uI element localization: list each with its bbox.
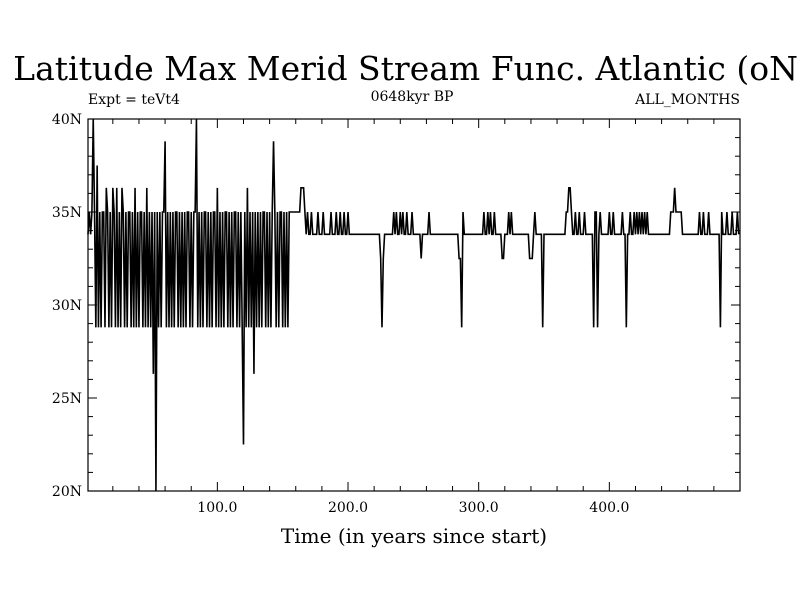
y-tick-label: 40N [52, 112, 82, 128]
subtitle-right: ALL_MONTHS [634, 92, 740, 108]
subtitle-left: Expt = teVt4 [88, 92, 180, 108]
plot-frame [87, 118, 741, 492]
x-axis-label: Time (in years since start) [281, 524, 547, 548]
axis-ticks [88, 118, 740, 492]
y-tick-label: 25N [52, 391, 82, 407]
subtitle-center: 0648kyr BP [371, 89, 454, 105]
x-tick-label: 200.0 [328, 500, 368, 516]
x-tick-label: 400.0 [589, 500, 629, 516]
y-tick-label: 20N [52, 484, 82, 500]
x-tick-label: 300.0 [459, 500, 499, 516]
series-line [87, 118, 740, 492]
y-tick-label: 30N [52, 298, 82, 314]
y-tick-label: 35N [52, 205, 82, 221]
x-tick-label: 100.0 [197, 500, 237, 516]
tick-labels: 100.0 200.0 300.0 400.0 20N 25N 30N 35N 40N [52, 112, 629, 516]
chart-title: Latitude Max Merid Stream Func. Atlantic… [13, 49, 800, 88]
